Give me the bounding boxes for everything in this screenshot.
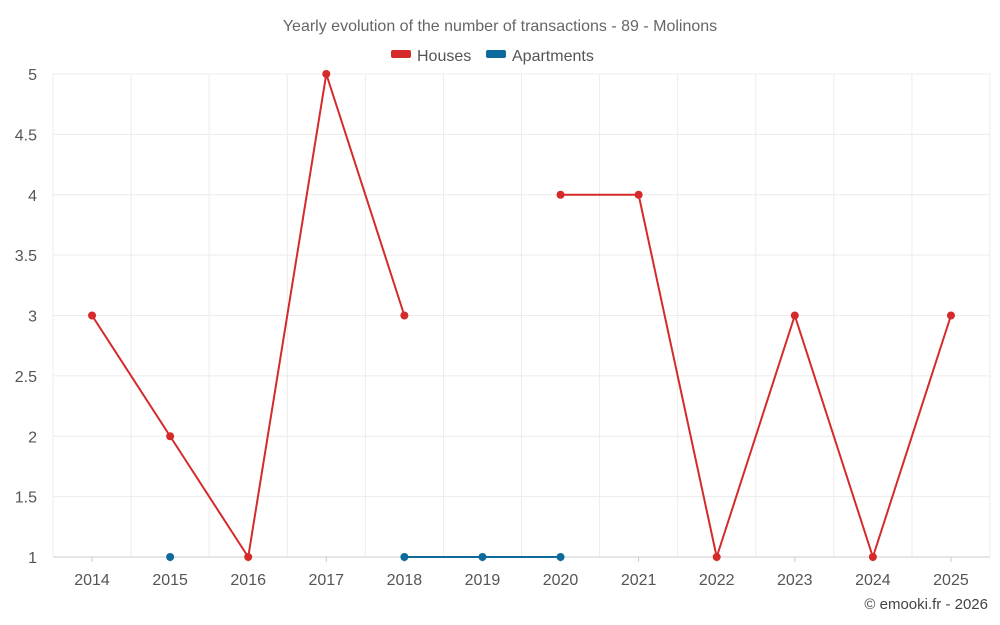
x-tick-label: 2022 (699, 572, 735, 589)
x-axis-ticks: 2014 2015 2016 2017 2018 2019 2020 2021 2022 2023… (74, 557, 969, 589)
y-axis-ticks: 1 1.5 2 2.5 3 3.5 4 4.5 5 (15, 67, 37, 567)
data-point-houses[interactable] (712, 553, 721, 561)
x-tick-label: 2019 (465, 572, 501, 589)
series-layer (88, 70, 955, 561)
data-point-houses[interactable] (556, 190, 565, 199)
credit-text: © emooki.fr - 2026 (864, 596, 988, 613)
data-point-houses[interactable] (790, 311, 799, 320)
legend-swatch-apartments[interactable] (486, 50, 506, 58)
x-tick-label: 2023 (777, 572, 813, 589)
y-tick-label: 3 (28, 309, 37, 326)
data-point-houses[interactable] (400, 311, 409, 320)
y-tick-label: 5 (28, 67, 37, 84)
x-tick-label: 2024 (855, 572, 891, 589)
data-point-houses[interactable] (166, 432, 175, 441)
series-houses (88, 70, 955, 561)
x-tick-label: 2017 (308, 572, 344, 589)
x-tick-label: 2016 (230, 572, 266, 589)
y-tick-label: 4.5 (15, 127, 37, 144)
y-tick-label: 1 (28, 550, 37, 567)
data-point-houses[interactable] (634, 190, 643, 199)
x-tick-label: 2025 (933, 572, 969, 589)
y-tick-label: 3.5 (15, 248, 37, 265)
data-point-houses[interactable] (868, 553, 877, 561)
legend-label-houses[interactable]: Houses (417, 48, 471, 65)
chart-title: Yearly evolution of the number of transa… (283, 18, 717, 35)
data-point-apartments[interactable] (166, 553, 175, 561)
x-tick-label: 2015 (152, 572, 188, 589)
x-tick-label: 2021 (621, 572, 657, 589)
x-tick-label: 2018 (387, 572, 423, 589)
legend: Houses Apartments (391, 48, 594, 65)
y-tick-label: 2.5 (15, 369, 37, 386)
legend-label-apartments[interactable]: Apartments (512, 48, 594, 65)
data-point-houses[interactable] (88, 311, 97, 320)
x-tick-label: 2014 (74, 572, 110, 589)
data-point-houses[interactable] (946, 311, 955, 320)
data-point-apartments[interactable] (400, 553, 409, 561)
legend-swatch-houses[interactable] (391, 50, 411, 58)
series-line-houses (560, 193, 952, 558)
data-point-apartments[interactable] (556, 553, 565, 561)
data-point-houses[interactable] (244, 553, 253, 561)
series-apartments (166, 553, 565, 561)
y-tick-label: 1.5 (15, 490, 37, 507)
data-point-apartments[interactable] (478, 553, 487, 561)
y-tick-label: 4 (28, 188, 37, 205)
data-point-houses[interactable] (322, 70, 331, 78)
x-tick-label: 2020 (543, 572, 579, 589)
y-tick-label: 2 (28, 429, 37, 446)
